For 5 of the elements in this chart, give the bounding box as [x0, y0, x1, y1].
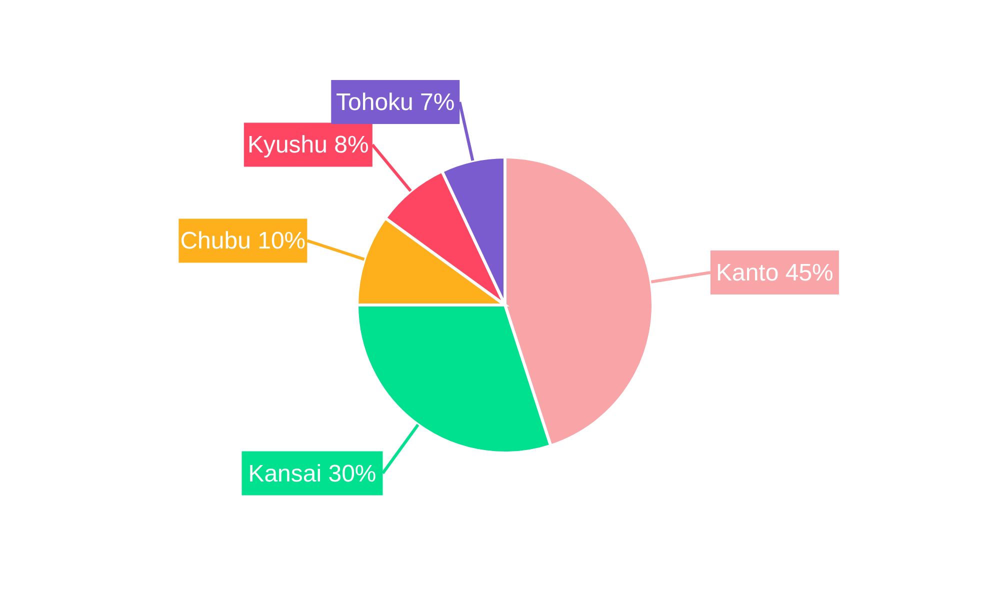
- slice-label: Kansai 30%: [248, 460, 376, 488]
- slice-label: Tohoku 7%: [336, 89, 455, 116]
- slice-label: Chubu 10%: [180, 228, 306, 255]
- slice-label: Kyushu 8%: [247, 132, 369, 159]
- slice-label: Kanto 45%: [716, 259, 834, 286]
